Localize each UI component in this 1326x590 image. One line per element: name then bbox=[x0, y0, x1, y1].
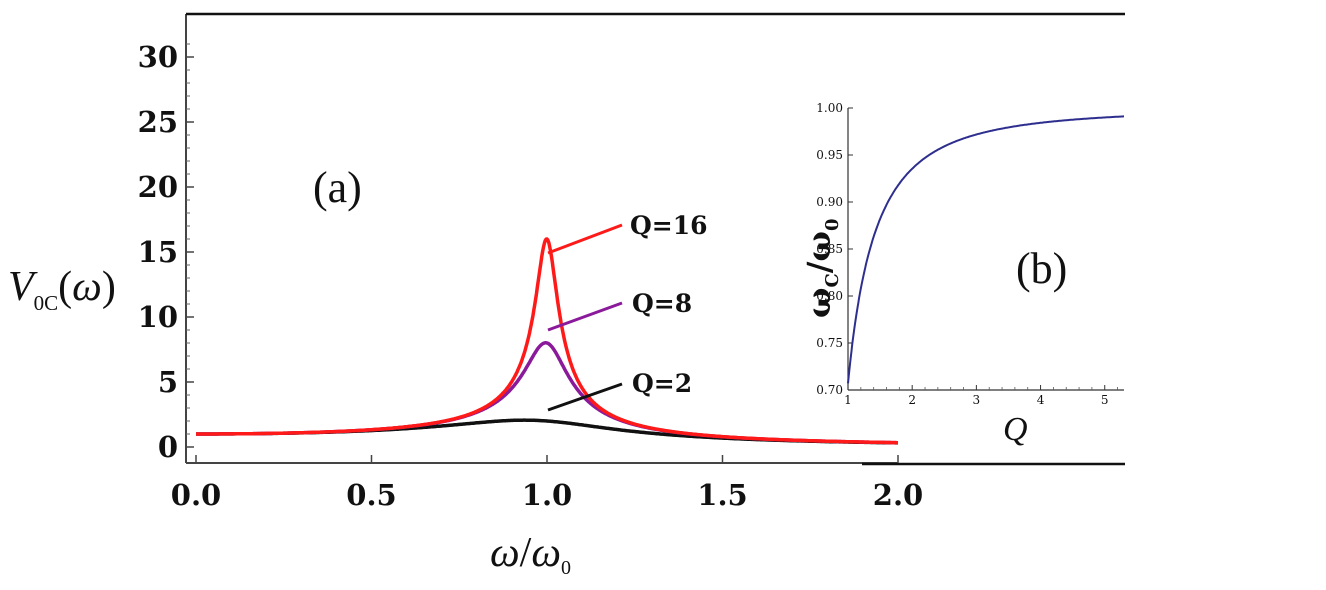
panel-b-y-tick-label: 0.75 bbox=[816, 336, 843, 350]
y-label-subscript: 0C bbox=[34, 291, 59, 315]
panel-b-y-tick-label: 1.00 bbox=[816, 101, 843, 115]
panel-b-tick-labels: 1 2 3 4 5 0.70 0.75 0.80 0.85 0.90 0.95 1.00 bbox=[816, 101, 1108, 407]
panel-a-ticks bbox=[186, 43, 899, 463]
y-label-arg: ( bbox=[58, 264, 72, 310]
panel-a-x-tick-label: 0.5 bbox=[346, 478, 396, 512]
panel-a-y-tick-label: 5 bbox=[158, 365, 178, 399]
x-label-omega0: ω bbox=[531, 530, 561, 576]
panel-b-ticks bbox=[847, 107, 1118, 391]
panel-b-curves bbox=[847, 115, 1124, 384]
panel-a-y-tick-label: 0 bbox=[158, 430, 178, 464]
panel-b-x-tick-label: 3 bbox=[973, 393, 981, 407]
annotation-q2: Q=2 bbox=[632, 369, 692, 398]
y-label-v: V bbox=[8, 264, 38, 310]
series-line-q16 bbox=[195, 237, 899, 445]
panel-a-y-axis-label: V0C(ω) bbox=[8, 264, 116, 315]
y-label-omega: ω bbox=[72, 264, 102, 310]
annotation-line-q8 bbox=[547, 301, 623, 332]
panel-a-x-tick-label: 2.0 bbox=[873, 478, 923, 512]
panel-a-x-tick-label: 1.0 bbox=[522, 478, 572, 512]
panel-b-y-axis-label: ωC/ω0 bbox=[800, 219, 843, 318]
y-label-close: ) bbox=[102, 264, 116, 310]
panel-a-x-axis-label: ω/ω0 bbox=[490, 530, 571, 579]
annotation-q8: Q=8 bbox=[632, 289, 692, 318]
panel-b-y-tick-label: 0.80 bbox=[816, 289, 843, 303]
x-label-omega: ω bbox=[490, 530, 520, 576]
panel-a-y-tick-label: 30 bbox=[138, 40, 178, 74]
panel-b-background bbox=[848, 108, 1124, 390]
annotation-line-q16 bbox=[547, 223, 623, 255]
panel-b-y-tick-label: 0.70 bbox=[816, 383, 843, 397]
panel-b-x-tick-label: 4 bbox=[1037, 393, 1045, 407]
panel-a-x-tick-label: 1.5 bbox=[697, 478, 747, 512]
panel-b-y-tick-label: 0.95 bbox=[816, 148, 843, 162]
series-line-omega-c bbox=[847, 115, 1124, 384]
annotation-q16: Q=16 bbox=[630, 211, 708, 240]
b-y-label-slash: /ω bbox=[800, 231, 838, 273]
b-y-label-omega: ω bbox=[800, 288, 838, 318]
panel-b-y-tick-label: 0.90 bbox=[816, 195, 843, 209]
panel-a-y-tick-label: 10 bbox=[138, 300, 178, 334]
panel-a-curves bbox=[195, 237, 899, 445]
x-label-subscript: 0 bbox=[561, 557, 571, 579]
panel-a-y-tick-label: 25 bbox=[138, 105, 178, 139]
panel-b-y-tick-label: 0.85 bbox=[816, 242, 843, 256]
panel-b-x-axis-label: Q bbox=[1003, 411, 1028, 448]
x-label-slash: / bbox=[520, 530, 532, 576]
panel-a-label: (a) bbox=[313, 163, 362, 212]
annotation-line-q2 bbox=[547, 382, 623, 412]
b-y-label-subscript-0: 0 bbox=[822, 219, 843, 232]
b-y-label-subscript-c: C bbox=[822, 273, 843, 287]
panel-b-x-tick-label: 2 bbox=[908, 393, 916, 407]
panel-a-y-tick-label: 15 bbox=[138, 235, 178, 269]
panel-b: 1 2 3 4 5 0.70 0.75 0.80 0.85 0.90 0.95 1.00 (b) ωC… bbox=[800, 101, 1124, 448]
panel-b-label: (b) bbox=[1016, 244, 1067, 293]
panel-a-y-tick-label: 20 bbox=[138, 170, 178, 204]
panel-b-x-tick-label: 1 bbox=[844, 393, 852, 407]
panel-a-x-tick-label: 0.0 bbox=[171, 478, 221, 512]
series-line-q8 bbox=[195, 341, 899, 445]
panel-b-x-tick-label: 5 bbox=[1101, 393, 1109, 407]
